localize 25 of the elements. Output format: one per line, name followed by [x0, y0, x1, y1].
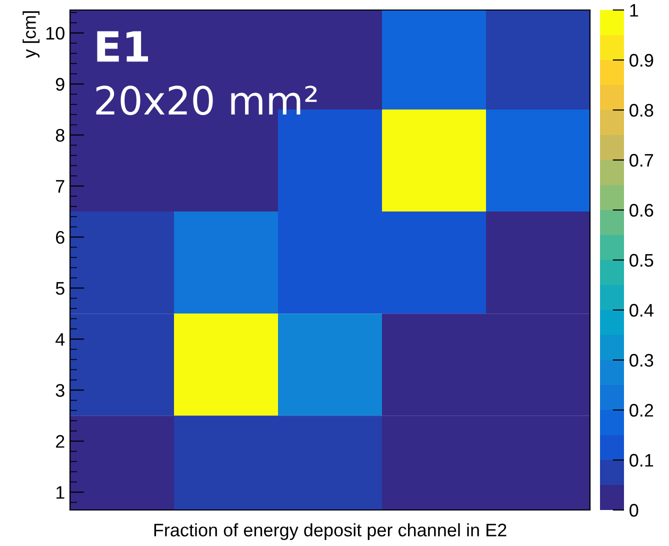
y-tick-label: 6	[56, 230, 64, 244]
y-tick-label: 4	[56, 333, 65, 346]
y-tick-label: 10	[46, 26, 64, 40]
x-axis-title: Fraction of energy deposit per channel in E2	[154, 523, 506, 540]
color-bar-label: 0.6	[630, 204, 654, 217]
color-bar-label: 0	[630, 504, 638, 517]
color-bar-label: 0.7	[630, 154, 654, 167]
y-axis-title: y [cm]	[22, 11, 40, 58]
color-bar-label: 0.1	[630, 454, 654, 467]
y-tick-label: 5	[56, 282, 64, 295]
color-bar-label: 0.2	[630, 404, 654, 417]
annotation: E1	[97, 31, 148, 62]
color-bar-label: 1	[630, 4, 638, 17]
color-bar-label: 0.5	[630, 254, 654, 267]
y-tick-label: 9	[56, 78, 64, 91]
color-bar-label: 0.3	[630, 354, 654, 367]
y-tick-label: 8	[56, 128, 64, 142]
color-bar-label: 0.4	[630, 304, 654, 317]
y-tick-label: 3	[56, 384, 64, 397]
y-tick-label: 1	[56, 486, 64, 499]
color-bar-label: 0.8	[630, 104, 654, 117]
annotation: 20x20 mm²	[96, 86, 317, 116]
color-bar-label: 0.9	[630, 54, 654, 67]
y-tick-label: 7	[56, 180, 64, 193]
y-tick-label: 2	[56, 435, 64, 448]
